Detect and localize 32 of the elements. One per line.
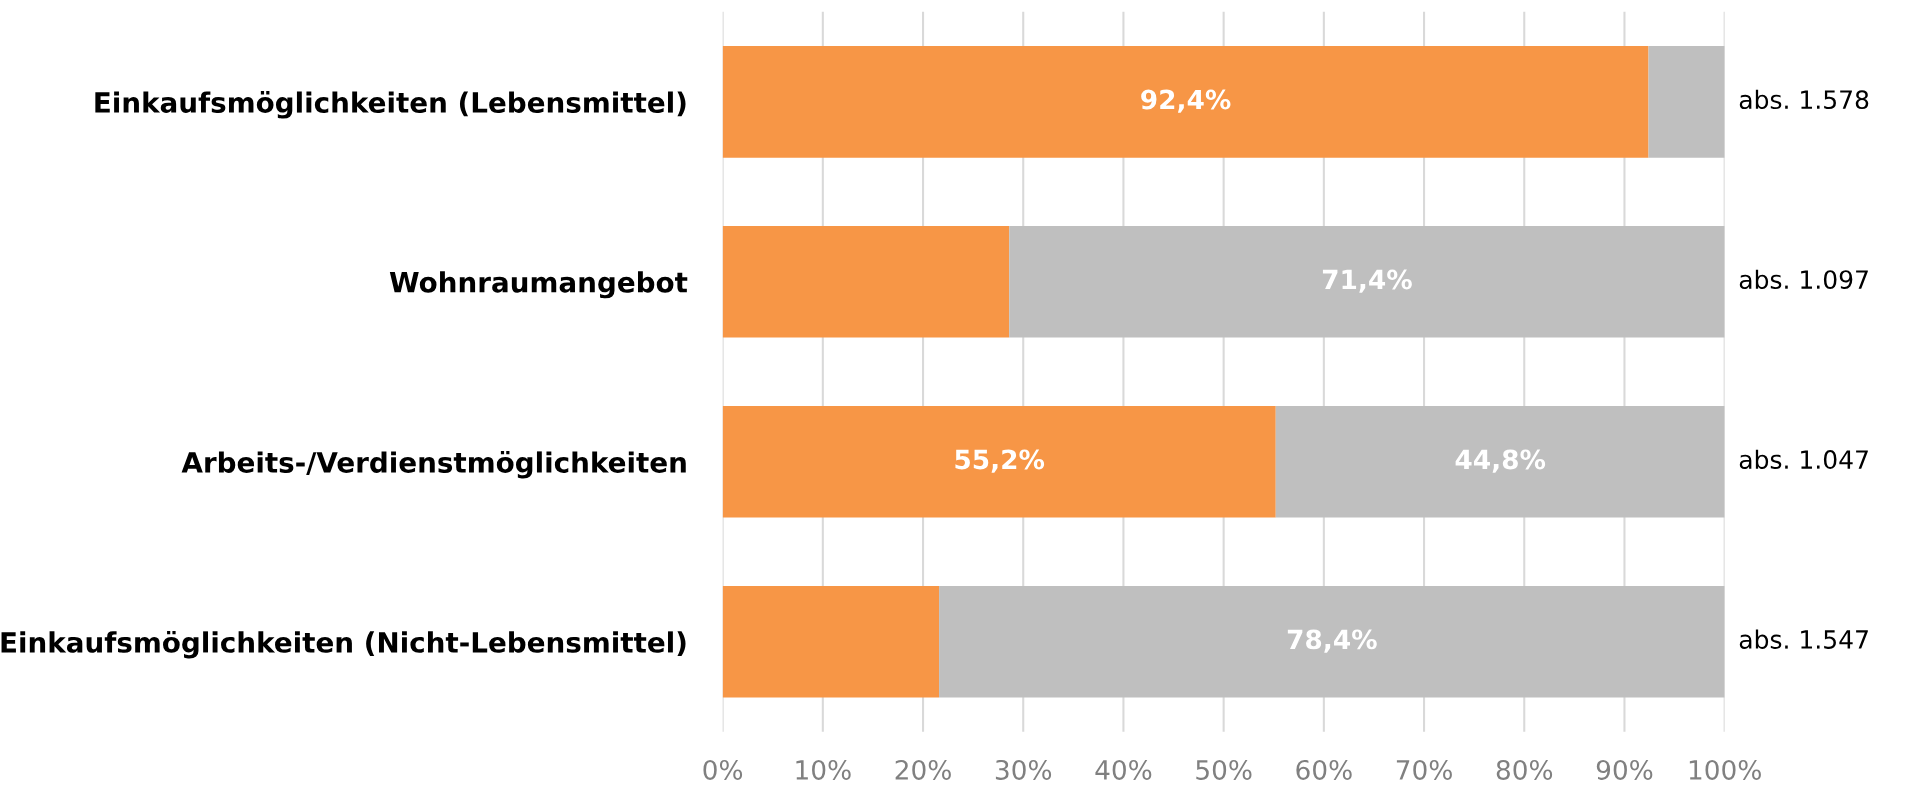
x-tick-label: 90% [1596, 759, 1653, 780]
bar [722, 585, 940, 698]
bar [722, 46, 1649, 158]
y-tick-label: Einkaufsmöglichkeiten (Nicht-Lebensmittel) [1, 630, 686, 659]
x-tick-label: 70% [1396, 759, 1452, 780]
x-tick-label: 0% [703, 759, 743, 780]
text: abs. 1.578 [1739, 89, 1869, 110]
bar [939, 585, 1725, 698]
bar [722, 226, 1010, 338]
x-tick-label: 30% [995, 759, 1052, 780]
data-label: 78,4% [1287, 629, 1377, 653]
bar [1648, 46, 1725, 158]
y-tick-label: Wohnraumangebot [389, 271, 688, 299]
text: abs. 1.047 [1739, 449, 1868, 469]
x-tick-label: 10% [796, 759, 851, 780]
text: abs. 1.097 [1739, 269, 1868, 290]
y-tick-label: Einkaufsmöglichkeiten (Lebensmittel) [95, 91, 686, 119]
data-label: 55,2% [955, 449, 1045, 473]
x-tick-label: 60% [1296, 759, 1352, 780]
x-tick-label: 80% [1496, 759, 1553, 780]
data-label: 92,4% [1141, 89, 1231, 113]
x-tick-label: 40% [1095, 759, 1152, 780]
x-tick-label: 100% [1689, 759, 1761, 780]
x-tick-label: 20% [895, 759, 951, 780]
bar [1009, 226, 1725, 338]
data-label: 71,4% [1322, 269, 1412, 293]
bar [722, 405, 1276, 518]
y-tick-label: Arbeits-/Verdienstmöglichkeiten [181, 451, 686, 479]
text: abs. 1.547 [1739, 629, 1868, 649]
bar [1275, 405, 1725, 518]
x-tick-label: 50% [1196, 759, 1252, 780]
data-label: 44,8% [1455, 449, 1546, 473]
